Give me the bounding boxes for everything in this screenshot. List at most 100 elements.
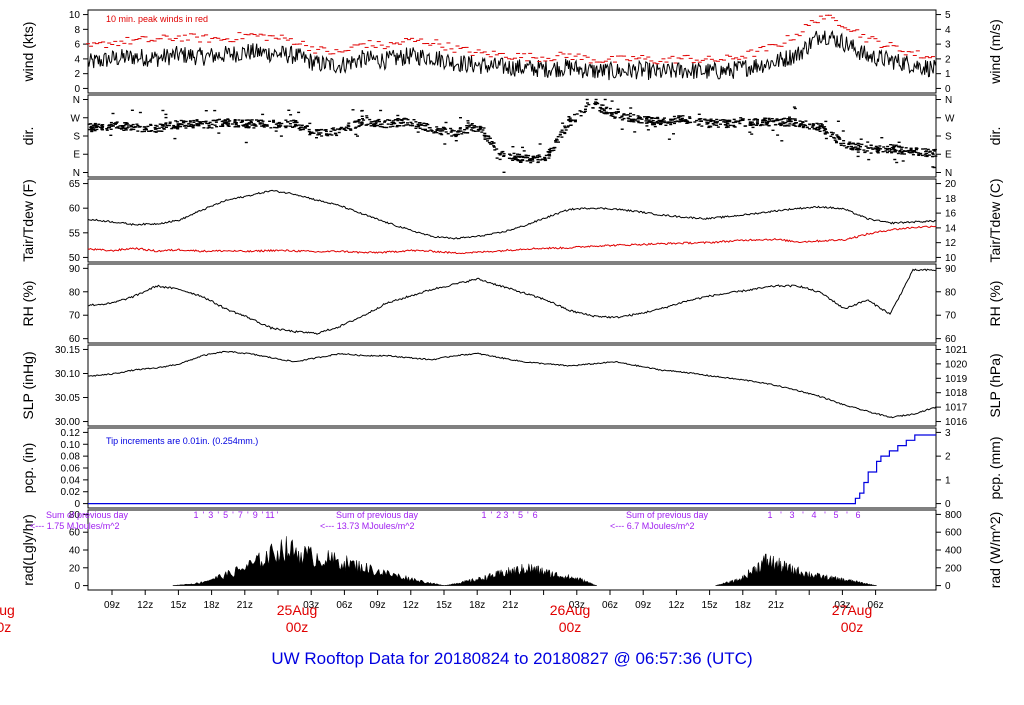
dir-mark — [650, 117, 654, 120]
dir-mark — [93, 129, 97, 132]
dir-mark — [437, 128, 441, 130]
dir-mark — [705, 121, 709, 123]
dir-mark — [234, 123, 238, 125]
dir-mark — [246, 119, 250, 121]
dir-mark — [409, 121, 413, 124]
dir-mark — [668, 121, 672, 123]
dir-mark — [349, 129, 353, 131]
dir-mark — [821, 124, 824, 126]
dir-mark — [277, 121, 281, 124]
dir-mark — [817, 126, 821, 128]
dir-mark — [781, 121, 785, 123]
dir-mark — [132, 126, 136, 128]
dir-mark — [653, 117, 657, 119]
dir-mark — [688, 116, 692, 118]
dir-mark — [605, 106, 609, 109]
dir-mark — [89, 123, 93, 125]
dir-mark — [184, 124, 188, 127]
dir-mark — [707, 126, 711, 129]
dir-mark — [808, 128, 811, 130]
dir-mark — [747, 118, 751, 121]
dir-mark — [567, 116, 571, 118]
left-tick-label-rad: 80 — [69, 510, 81, 521]
dir-mark — [616, 111, 620, 113]
dir-mark — [444, 131, 448, 133]
dir-mark — [258, 119, 261, 122]
dir-mark — [395, 126, 399, 128]
dir-mark — [869, 144, 873, 146]
dir-mark — [476, 130, 480, 132]
dir-mark — [168, 121, 172, 123]
dir-mark — [483, 136, 487, 138]
dir-mark — [726, 119, 730, 122]
dir-mark — [895, 161, 899, 164]
dir-mark — [823, 133, 827, 135]
dir-mark — [580, 111, 583, 113]
dir-mark — [417, 125, 421, 127]
dir-mark — [467, 126, 471, 128]
dir-mark — [195, 123, 199, 125]
dir-mark — [848, 141, 852, 143]
right-tick-label-temp: 10 — [945, 253, 957, 264]
right-tick-label-rh: 60 — [945, 334, 957, 345]
dir-mark — [829, 131, 833, 134]
dir-mark — [598, 110, 602, 112]
dir-mark — [884, 150, 888, 152]
dir-mark — [889, 149, 893, 151]
dir-mark — [221, 124, 225, 126]
dir-mark — [741, 119, 745, 121]
right-tick-label-temp: 16 — [945, 209, 957, 220]
dir-mark — [374, 121, 378, 123]
rad-hour-mark: 5 — [833, 510, 838, 520]
dir-mark — [689, 121, 693, 124]
day-label-date: -Aug — [0, 602, 15, 618]
dir-mark — [732, 118, 736, 121]
dir-mark — [441, 128, 445, 130]
dir-mark — [651, 120, 655, 122]
dir-mark — [893, 158, 897, 161]
dir-mark — [927, 151, 931, 153]
right-tick-label-wind: 2 — [945, 54, 951, 65]
dir-mark — [454, 140, 458, 142]
dir-mark — [842, 142, 846, 145]
dir-mark — [600, 104, 604, 106]
dir-mark — [124, 127, 128, 130]
dir-mark — [383, 120, 387, 122]
dir-mark — [923, 153, 927, 155]
dir-mark — [575, 113, 579, 115]
dir-mark — [118, 125, 122, 127]
dir-mark — [414, 127, 418, 129]
dir-mark — [669, 118, 673, 120]
dir-mark — [94, 125, 98, 127]
dir-mark — [748, 121, 752, 123]
time-tick-label: 09z — [635, 600, 651, 611]
left-tick-label-dir: E — [73, 150, 80, 161]
dir-mark — [210, 127, 214, 129]
dir-mark — [657, 122, 661, 124]
dir-mark — [227, 125, 231, 127]
dir-mark — [261, 122, 265, 124]
dir-mark — [824, 128, 828, 131]
dir-mark — [222, 122, 226, 124]
dir-mark — [764, 119, 768, 121]
dir-mark — [574, 119, 577, 121]
dir-mark — [416, 123, 420, 126]
left-tick-label-dir: W — [71, 113, 81, 124]
dir-mark — [583, 110, 587, 112]
dir-mark — [283, 125, 287, 127]
dir-mark — [833, 139, 837, 141]
left-tick-label-dir: N — [73, 95, 80, 106]
dir-mark — [244, 119, 248, 121]
dir-mark — [203, 121, 207, 123]
dir-mark — [432, 132, 436, 134]
dir-mark — [329, 130, 333, 133]
dir-mark — [339, 126, 343, 129]
rad-sum-title: Sum of previous day — [336, 510, 419, 520]
dir-mark — [145, 129, 148, 131]
dir-mark — [734, 120, 738, 122]
dir-mark — [197, 121, 201, 123]
dir-mark — [507, 157, 511, 159]
dir-mark — [764, 121, 768, 123]
dir-mark — [666, 122, 670, 124]
dir-mark — [184, 120, 188, 123]
